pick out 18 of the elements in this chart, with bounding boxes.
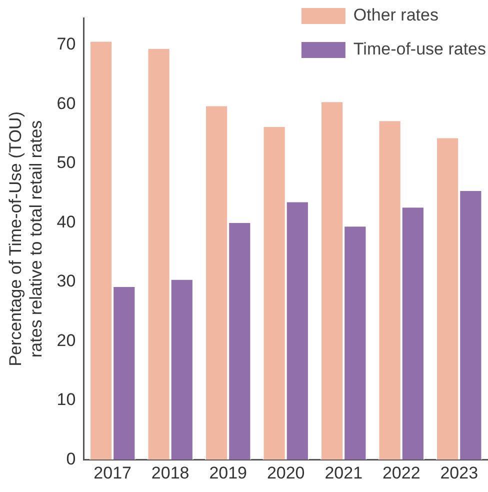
y-tick-label: 20 [56,330,76,350]
y-tick-label: 50 [56,153,76,172]
y-tick-label: 10 [56,390,76,410]
x-tick-label: 2023 [440,463,478,482]
y-tick-label: 60 [56,94,76,113]
y-axis-title: Percentage of Time-of-Use (TOU) rates relative to total retail rates [6,112,46,366]
x-tick-label: 2022 [382,463,420,482]
x-tick-label: 2020 [266,463,305,482]
y-tick-label: 30 [56,272,76,291]
y-tick-label: 0 [66,449,76,468]
x-tick-label: 2017 [94,463,132,482]
y-tick-label: 70 [56,34,76,54]
x-tick-label: 2018 [151,463,190,482]
x-tick-label: 2019 [209,463,248,482]
x-tick-label: 2021 [324,463,363,482]
legend-label: Time-of-use rates [353,40,486,59]
y-tick-label: 40 [56,212,76,232]
legend-label: Other rates [353,6,438,25]
